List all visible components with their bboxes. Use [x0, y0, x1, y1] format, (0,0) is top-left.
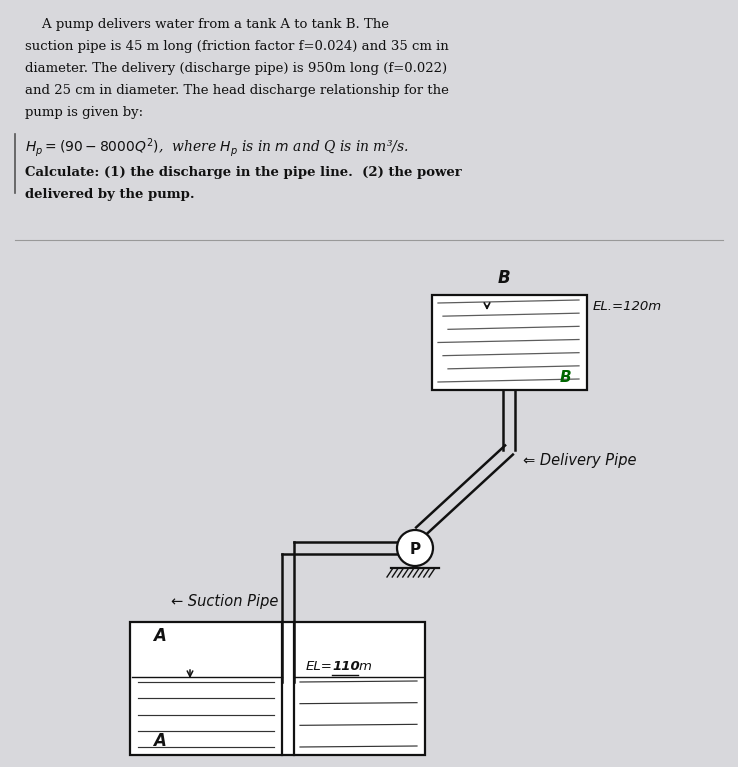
- Text: B: B: [559, 370, 570, 386]
- Text: and 25 cm in diameter. The head discharge relationship for the: and 25 cm in diameter. The head discharg…: [25, 84, 449, 97]
- Bar: [130, 622, 425, 755]
- Text: suction pipe is 45 m long (friction factor f=0.024) and 35 cm in: suction pipe is 45 m long (friction fact…: [25, 40, 449, 53]
- Text: A pump delivers water from a tank A to tank B. The: A pump delivers water from a tank A to t…: [25, 18, 389, 31]
- Text: EL.=120m: EL.=120m: [593, 301, 662, 314]
- Text: delivered by the pump.: delivered by the pump.: [25, 188, 195, 201]
- Text: $H_p = (90 - 8000Q^2)$,  where $H_p$ is in $m$ and Q is in m³/s.: $H_p = (90 - 8000Q^2)$, where $H_p$ is i…: [25, 136, 409, 159]
- Text: diameter. The delivery (discharge pipe) is 950m long (f=0.022): diameter. The delivery (discharge pipe) …: [25, 62, 447, 75]
- Text: A: A: [154, 732, 167, 750]
- Text: pump is given by:: pump is given by:: [25, 106, 143, 119]
- Text: A: A: [154, 627, 167, 645]
- Text: m: m: [359, 660, 372, 673]
- Text: ← Suction Pipe: ← Suction Pipe: [170, 594, 278, 609]
- Text: 110: 110: [332, 660, 359, 673]
- Circle shape: [397, 530, 433, 566]
- Text: P: P: [410, 542, 421, 557]
- Text: EL=: EL=: [306, 660, 333, 673]
- Text: B: B: [497, 269, 510, 287]
- Text: Calculate: (1) the discharge in the pipe line.  (2) the power: Calculate: (1) the discharge in the pipe…: [25, 166, 462, 179]
- Text: ⇐ Delivery Pipe: ⇐ Delivery Pipe: [523, 453, 636, 468]
- Bar: [432, 295, 587, 390]
